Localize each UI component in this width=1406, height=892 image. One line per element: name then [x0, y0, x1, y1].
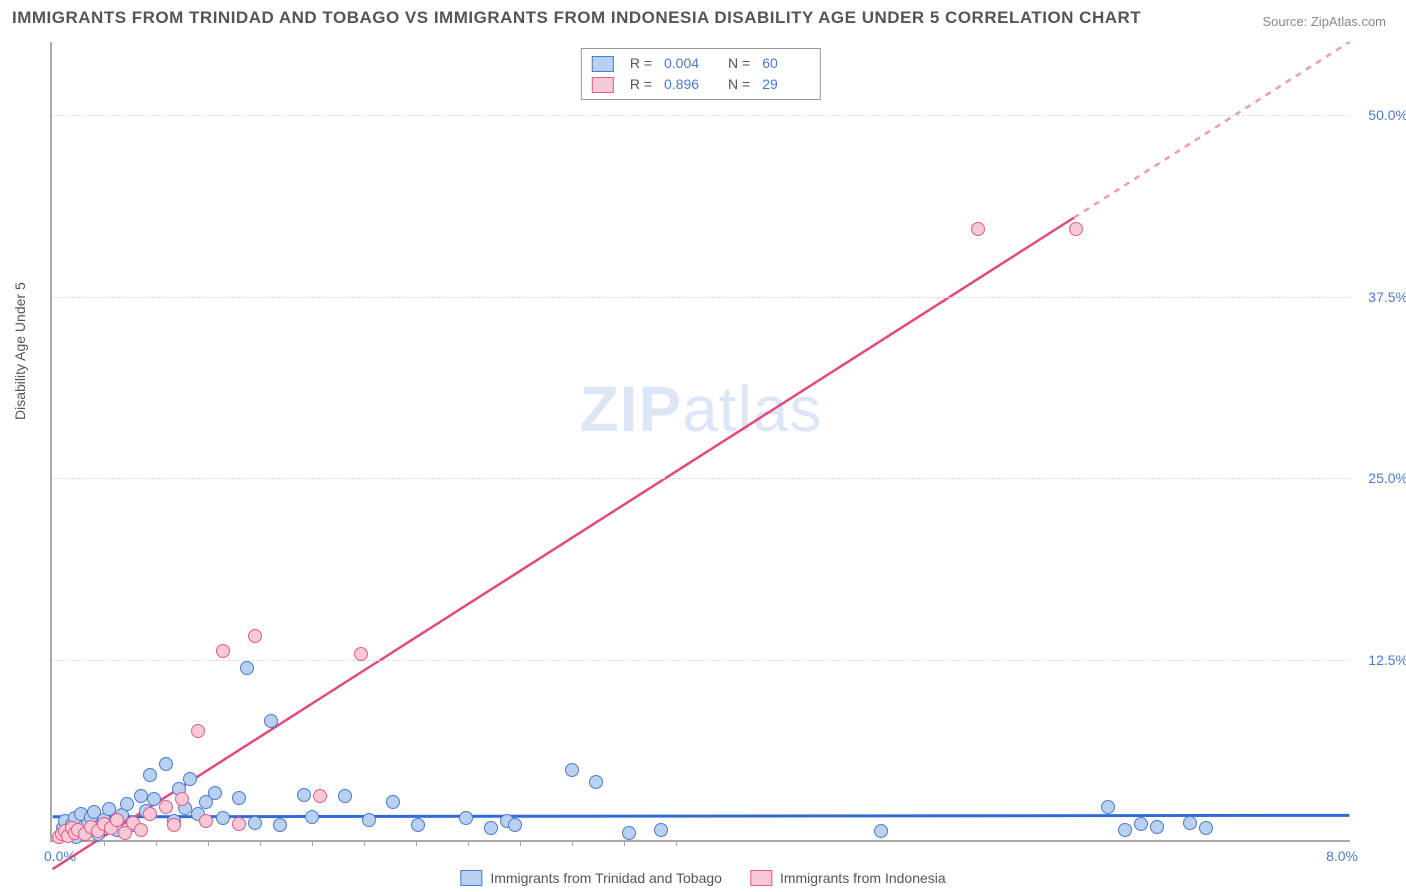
scatter-point-trinidad: [1101, 800, 1115, 814]
scatter-point-trinidad: [248, 816, 262, 830]
y-tick-label: 25.0%: [1368, 470, 1406, 486]
y-tick-label: 50.0%: [1368, 107, 1406, 123]
x-tick: [624, 840, 625, 846]
stats-legend-row-trinidad: R = 0.004 N = 60: [592, 53, 810, 74]
trendline-indonesia-extrapolated: [1074, 42, 1350, 218]
scatter-point-indonesia: [110, 813, 124, 827]
scatter-point-indonesia: [313, 789, 327, 803]
scatter-point-trinidad: [362, 813, 376, 827]
n-label: N =: [728, 74, 750, 95]
trendline-trinidad: [53, 815, 1350, 816]
scatter-point-indonesia: [143, 807, 157, 821]
scatter-point-trinidad: [1134, 817, 1148, 831]
scatter-point-trinidad: [1199, 821, 1213, 835]
scatter-point-trinidad: [386, 795, 400, 809]
watermark: ZIPatlas: [580, 372, 823, 446]
y-tick-label: 12.5%: [1368, 652, 1406, 668]
scatter-point-trinidad: [134, 789, 148, 803]
scatter-point-trinidad: [1183, 816, 1197, 830]
scatter-point-trinidad: [232, 791, 246, 805]
scatter-point-trinidad: [589, 775, 603, 789]
x-tick: [520, 840, 521, 846]
scatter-point-indonesia: [134, 823, 148, 837]
scatter-point-trinidad: [338, 789, 352, 803]
scatter-point-trinidad: [159, 757, 173, 771]
scatter-point-trinidad: [622, 826, 636, 840]
x-tick: [364, 840, 365, 846]
x-tick: [260, 840, 261, 846]
legend-swatch: [750, 870, 772, 886]
y-axis-label: Disability Age Under 5: [12, 282, 28, 420]
scatter-point-trinidad: [216, 811, 230, 825]
scatter-point-trinidad: [183, 772, 197, 786]
r-label: R =: [630, 74, 652, 95]
scatter-point-trinidad: [654, 823, 668, 837]
scatter-point-trinidad: [305, 810, 319, 824]
scatter-point-trinidad: [297, 788, 311, 802]
scatter-point-trinidad: [565, 763, 579, 777]
scatter-point-indonesia: [1069, 222, 1083, 236]
scatter-point-trinidad: [1150, 820, 1164, 834]
x-tick: [312, 840, 313, 846]
x-axis-min-label: 0.0%: [44, 848, 76, 864]
scatter-point-trinidad: [264, 714, 278, 728]
x-tick: [156, 840, 157, 846]
gridline: [52, 478, 1350, 479]
scatter-point-indonesia: [248, 629, 262, 643]
x-tick: [676, 840, 677, 846]
chart-title: IMMIGRANTS FROM TRINIDAD AND TOBAGO VS I…: [12, 8, 1141, 28]
plot-area: ZIPatlas R =0.004N =60R =0.896N =29 0.0%…: [50, 42, 1350, 842]
scatter-point-trinidad: [208, 786, 222, 800]
source-label: Source: ZipAtlas.com: [1262, 14, 1386, 29]
trendline-indonesia: [53, 218, 1074, 869]
series-legend-label: Immigrants from Indonesia: [780, 870, 946, 886]
scatter-point-indonesia: [232, 817, 246, 831]
x-tick: [468, 840, 469, 846]
scatter-point-indonesia: [159, 800, 173, 814]
series-legend-item-trinidad: Immigrants from Trinidad and Tobago: [460, 870, 722, 886]
scatter-point-indonesia: [354, 647, 368, 661]
legend-swatch: [592, 77, 614, 93]
x-tick: [208, 840, 209, 846]
stats-legend-row-indonesia: R = 0.896 N = 29: [592, 74, 810, 95]
x-tick: [572, 840, 573, 846]
scatter-point-trinidad: [874, 824, 888, 838]
stats-legend: R = 0.004 N = 60 R = 0.896 N = 29: [581, 48, 821, 100]
r-value: 0.896: [664, 74, 712, 95]
series-legend: Immigrants from Trinidad and Tobago Immig…: [460, 870, 945, 886]
y-tick-label: 37.5%: [1368, 289, 1406, 305]
gridline: [52, 297, 1350, 298]
scatter-point-indonesia: [971, 222, 985, 236]
scatter-point-trinidad: [459, 811, 473, 825]
series-legend-label: Immigrants from Trinidad and Tobago: [490, 870, 722, 886]
scatter-point-trinidad: [143, 768, 157, 782]
r-label: R =: [630, 53, 652, 74]
scatter-point-trinidad: [273, 818, 287, 832]
legend-swatch: [460, 870, 482, 886]
trendlines-layer: [52, 42, 1350, 840]
n-value: 29: [762, 74, 810, 95]
legend-swatch: [592, 56, 614, 72]
n-value: 60: [762, 53, 810, 74]
scatter-point-trinidad: [411, 818, 425, 832]
scatter-point-trinidad: [240, 661, 254, 675]
scatter-point-trinidad: [120, 797, 134, 811]
scatter-point-indonesia: [175, 792, 189, 806]
scatter-point-trinidad: [1118, 823, 1132, 837]
x-tick: [104, 840, 105, 846]
x-axis-max-label: 8.0%: [1326, 848, 1358, 864]
series-legend-item-indonesia: Immigrants from Indonesia: [750, 870, 946, 886]
x-tick: [416, 840, 417, 846]
scatter-point-indonesia: [199, 814, 213, 828]
scatter-point-trinidad: [508, 818, 522, 832]
r-value: 0.004: [664, 53, 712, 74]
scatter-point-indonesia: [191, 724, 205, 738]
scatter-point-trinidad: [484, 821, 498, 835]
n-label: N =: [728, 53, 750, 74]
gridline: [52, 115, 1350, 116]
scatter-point-indonesia: [167, 818, 181, 832]
scatter-point-indonesia: [216, 644, 230, 658]
